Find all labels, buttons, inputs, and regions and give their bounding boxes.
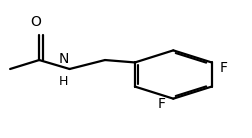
Text: F: F <box>218 61 226 75</box>
Text: F: F <box>157 97 165 111</box>
Text: O: O <box>30 15 41 29</box>
Text: H: H <box>59 75 68 88</box>
Text: N: N <box>58 52 69 66</box>
